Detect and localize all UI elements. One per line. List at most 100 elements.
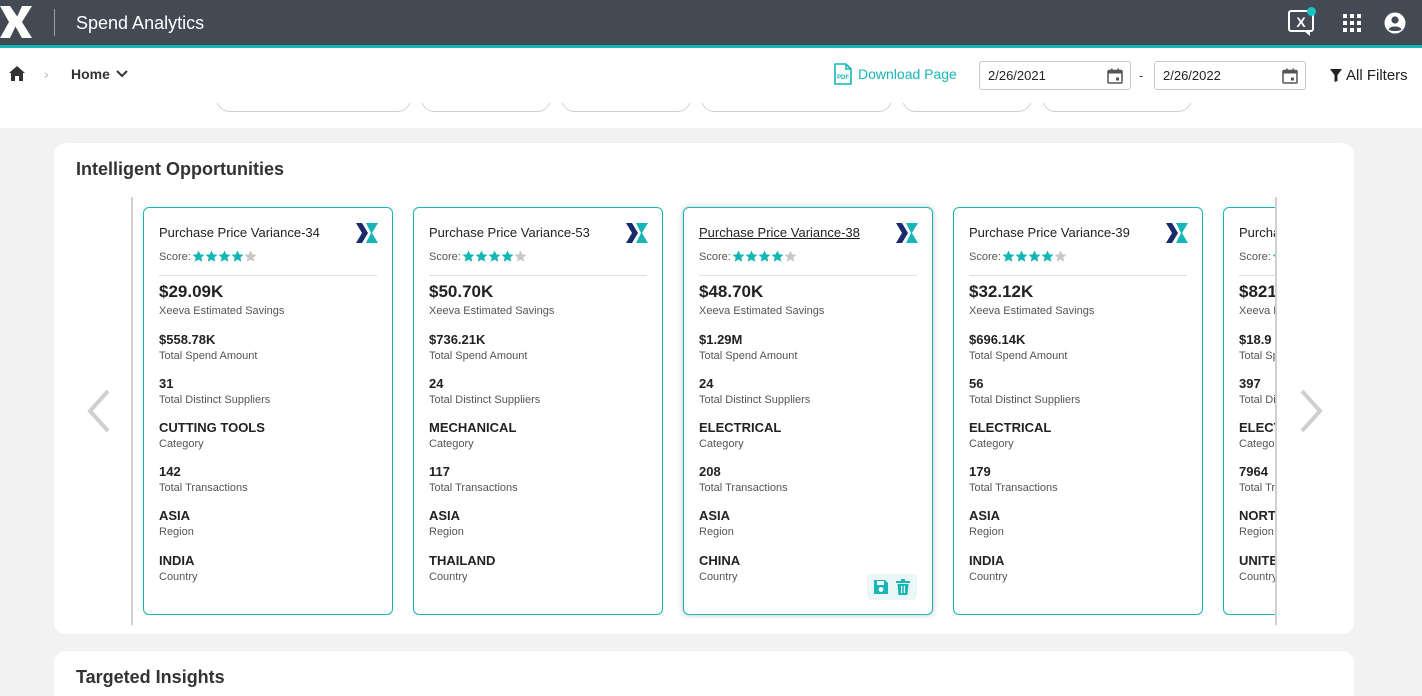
metric-transactions: 208 Total Transactions [699,464,788,494]
card-divider [969,275,1187,276]
metric-spend: $18.9 Total Sp [1239,332,1277,362]
metric-category: ELECTRICAL Category [969,420,1051,450]
opportunity-carousel: Purchase Price Variance-34 Score: $29.09… [131,197,1277,625]
star-icon [784,250,797,262]
metric-savings: $48.70K Xeeva Estimated Savings [699,282,824,317]
calendar-icon[interactable] [1282,68,1298,84]
star-icon [1041,250,1054,262]
metric-value: 117 [429,464,450,479]
xeeva-logo-icon [896,223,918,243]
all-filters-button[interactable]: All Filters [1330,67,1408,84]
card-divider [699,275,917,276]
metric-category: ELECT Catego [1239,420,1277,450]
metric-label: Region [159,526,194,538]
metric-country: UNITE Country [1239,553,1277,583]
metric-value: ELECT [1239,420,1277,435]
breadcrumb-home-dropdown[interactable]: Home [71,66,128,82]
opportunity-card[interactable]: Purcha Score: $821 Xeeva E $18.9 Total [1223,207,1277,615]
metric-value: $821 [1239,282,1277,301]
logo-separator [54,9,55,36]
all-filters-label: All Filters [1346,67,1408,84]
metric-label: Category [969,438,1014,450]
star-icon [475,250,488,262]
end-date-input[interactable]: 2/26/2022 [1154,61,1306,90]
filter-pill[interactable] [701,103,892,112]
opportunity-card[interactable]: Purchase Price Variance-38 Score: $48.70… [683,207,933,615]
card-divider [429,275,647,276]
metric-value: 56 [969,376,984,391]
sub-header: › Home PDF Download Page 2/26/2021 - 2/2… [0,48,1422,103]
metric-label: Country [429,571,468,583]
calendar-icon[interactable] [1107,68,1123,84]
star-icon [1028,250,1041,262]
score-label: Score: [969,250,1001,263]
metric-value: CUTTING TOOLS [159,420,265,435]
home-icon[interactable] [8,65,26,83]
card-title[interactable]: Purchase Price Variance-38 [699,225,860,240]
metric-value: ASIA [429,508,461,523]
save-icon[interactable] [871,577,891,597]
metric-region: ASIA Region [429,508,464,538]
metric-suppliers: 24 Total Distinct Suppliers [699,376,810,406]
metric-region: ASIA Region [969,508,1004,538]
metric-spend: $696.14K Total Spend Amount [969,332,1067,362]
carousel-next-arrow-icon[interactable] [1296,388,1326,434]
filter-pill[interactable] [1042,103,1192,112]
score-label: Score: [159,250,191,263]
start-date-input[interactable]: 2/26/2021 [979,61,1131,90]
card-title[interactable]: Purchase Price Variance-53 [429,225,590,240]
metric-transactions: 7964 Total Tr [1239,464,1275,494]
xeeva-logo[interactable] [0,6,34,38]
score-rating: Score: [699,250,797,263]
filter-pill[interactable] [421,103,551,112]
end-date-value: 2/26/2022 [1163,68,1221,83]
metric-transactions: 179 Total Transactions [969,464,1058,494]
metric-label: Category [429,438,474,450]
xeeva-logo-icon [356,223,378,243]
app-title: Spend Analytics [76,13,205,33]
pdf-file-icon: PDF [834,63,852,85]
star-icon [758,250,771,262]
opportunity-card[interactable]: Purchase Price Variance-34 Score: $29.09… [143,207,393,615]
star-icon [514,250,527,262]
metric-country: THAILAND Country [429,553,495,583]
filter-pill[interactable] [902,103,1032,112]
metric-savings: $50.70K Xeeva Estimated Savings [429,282,554,317]
filter-pill[interactable] [561,103,691,112]
apps-grid-icon[interactable] [1337,8,1367,38]
opportunity-card[interactable]: Purchase Price Variance-39 Score: $32.12… [953,207,1203,615]
metric-label: Region [1239,526,1274,538]
xeeva-assistant-icon[interactable]: X [1287,7,1317,38]
metric-value: ASIA [159,508,191,523]
metric-country: INDIA Country [969,553,1008,583]
opportunity-card[interactable]: Purchase Price Variance-53 Score: $50.70… [413,207,663,615]
card-title[interactable]: Purcha [1239,225,1277,240]
delete-icon[interactable] [893,577,913,597]
notification-dot [1307,7,1316,16]
star-icon [205,250,218,262]
score-rating: Score: [1239,250,1277,263]
carousel-prev-arrow-icon[interactable] [84,388,114,434]
top-bar-accent-line [0,45,1422,48]
metric-category: MECHANICAL Category [429,420,516,450]
metric-category: CUTTING TOOLS Category [159,420,265,450]
metric-region: ASIA Region [699,508,734,538]
card-title[interactable]: Purchase Price Variance-39 [969,225,1130,240]
metric-label: Country [1239,571,1277,583]
download-page-button[interactable]: PDF Download Page [834,63,957,85]
metric-label: Total Transactions [159,482,248,494]
panel-title: Intelligent Opportunities [76,159,284,179]
score-label: Score: [1239,250,1271,263]
score-rating: Score: [969,250,1067,263]
user-account-icon[interactable] [1380,8,1410,38]
star-icon [231,250,244,262]
metric-value: UNITE [1239,553,1277,568]
filter-pill[interactable] [216,103,411,112]
chevron-down-icon [116,70,128,78]
star-icon [1054,250,1067,262]
metric-suppliers: 24 Total Distinct Suppliers [429,376,540,406]
card-title[interactable]: Purchase Price Variance-34 [159,225,320,240]
metric-value: ASIA [699,508,731,523]
metric-label: Category [699,438,744,450]
metric-label: Country [159,571,198,583]
